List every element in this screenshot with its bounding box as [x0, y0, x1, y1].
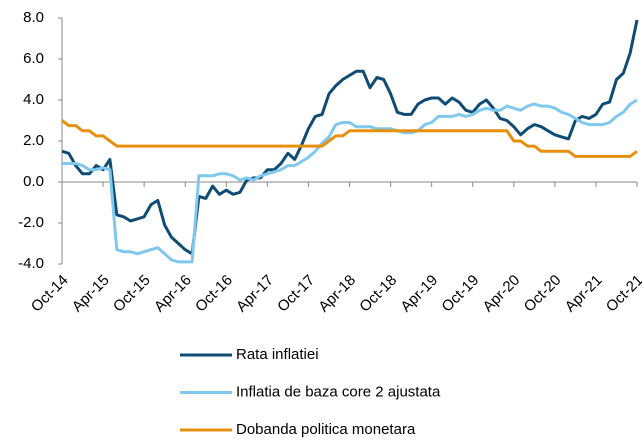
y-tick-label: 2.0	[23, 132, 44, 149]
x-tick-label: Apr-18	[315, 272, 359, 316]
x-tick-label: Apr-16	[151, 272, 195, 316]
legend-label: Rata inflatiei	[236, 346, 319, 363]
x-tick-label: Apr-19	[397, 272, 441, 316]
legend-label: Dobanda politica monetara	[236, 421, 416, 438]
x-tick-label: Apr-17	[233, 272, 277, 316]
y-tick-label: 8.0	[23, 9, 44, 26]
x-tick-label: Oct-18	[356, 272, 400, 316]
x-tick-label: Oct-17	[274, 272, 318, 316]
series-line	[61, 119, 638, 158]
legend-label: Inflatia de baza core 2 ajustata	[236, 383, 441, 400]
x-tick-label: Apr-21	[562, 272, 606, 316]
y-tick-label: -4.0	[18, 255, 44, 272]
x-tick-label: Oct-16	[192, 272, 236, 316]
series-line	[61, 19, 639, 256]
x-tick-label: Oct-15	[110, 272, 154, 316]
y-tick-label: 0.0	[23, 173, 44, 190]
x-tick-label: Oct-21	[603, 272, 642, 316]
y-tick-label: -2.0	[18, 214, 44, 231]
y-tick-label: 4.0	[23, 91, 44, 108]
x-tick-label: Apr-20	[480, 272, 524, 316]
x-tick-label: Oct-20	[521, 272, 565, 316]
y-tick-label: 6.0	[23, 50, 44, 67]
series-line	[62, 98, 638, 264]
x-tick-label: Oct-14	[28, 272, 72, 316]
x-tick-label: Apr-15	[69, 272, 113, 316]
x-tick-label: Oct-19	[438, 272, 482, 316]
